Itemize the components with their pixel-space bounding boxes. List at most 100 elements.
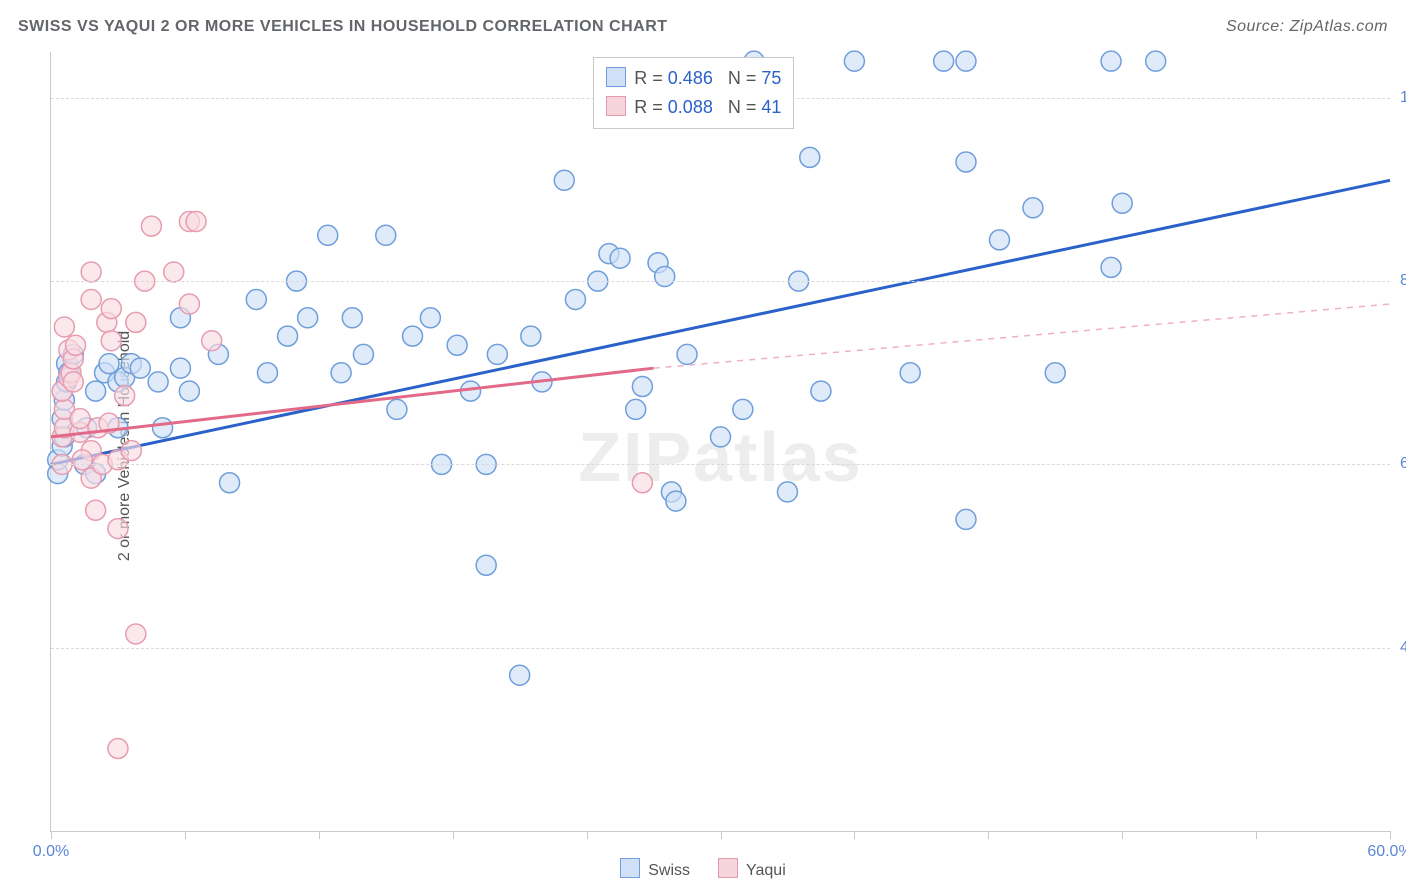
- scatter-point: [956, 51, 976, 71]
- legend-swatch: [606, 67, 626, 87]
- x-tick: [1390, 831, 1391, 839]
- scatter-point: [934, 51, 954, 71]
- scatter-point: [353, 344, 373, 364]
- y-tick-label: 40.0%: [1392, 639, 1406, 657]
- scatter-point: [956, 152, 976, 172]
- scatter-point: [342, 308, 362, 328]
- chart-title: SWISS VS YAQUI 2 OR MORE VEHICLES IN HOU…: [18, 18, 668, 36]
- plot-area: ZIPatlas 40.0%60.0%80.0%100.0%0.0%60.0%R…: [50, 52, 1390, 832]
- scatter-point: [677, 344, 697, 364]
- scatter-point: [447, 335, 467, 355]
- scatter-point: [186, 212, 206, 232]
- scatter-point: [811, 381, 831, 401]
- scatter-point: [126, 624, 146, 644]
- scatter-point: [257, 363, 277, 383]
- x-tick: [1122, 831, 1123, 839]
- x-tick: [319, 831, 320, 839]
- scatter-point: [510, 665, 530, 685]
- scatter-point: [54, 317, 74, 337]
- scatter-point: [63, 372, 83, 392]
- scatter-point: [331, 363, 351, 383]
- scatter-point: [1146, 51, 1166, 71]
- scatter-point: [1045, 363, 1065, 383]
- scatter-point: [777, 482, 797, 502]
- x-tick: [453, 831, 454, 839]
- scatter-point: [108, 739, 128, 759]
- correlation-chart: SWISS VS YAQUI 2 OR MORE VEHICLES IN HOU…: [0, 0, 1406, 892]
- scatter-point: [101, 331, 121, 351]
- gridline: [51, 281, 1390, 282]
- trendline: [51, 180, 1390, 464]
- scatter-point: [1101, 257, 1121, 277]
- scatter-point: [844, 51, 864, 71]
- legend-item: Swiss: [620, 858, 690, 880]
- stats-legend-row: R = 0.486 N = 75: [606, 64, 781, 93]
- scatter-point: [278, 326, 298, 346]
- scatter-point: [121, 441, 141, 461]
- scatter-point: [179, 294, 199, 314]
- scatter-point: [115, 386, 135, 406]
- r-value: 0.088: [668, 97, 713, 117]
- scatter-point: [900, 363, 920, 383]
- scatter-point: [956, 509, 976, 529]
- scatter-point: [655, 267, 675, 287]
- scatter-point: [1112, 193, 1132, 213]
- scatter-point: [81, 289, 101, 309]
- gridline: [51, 648, 1390, 649]
- scatter-svg: [51, 52, 1390, 831]
- scatter-point: [70, 409, 90, 429]
- scatter-point: [66, 335, 86, 355]
- scatter-point: [521, 326, 541, 346]
- legend-label: Swiss: [648, 862, 690, 879]
- scatter-point: [476, 555, 496, 575]
- legend-bottom: Swiss Yaqui: [0, 858, 1406, 880]
- r-value: 0.486: [668, 68, 713, 88]
- scatter-point: [108, 519, 128, 539]
- scatter-point: [610, 248, 630, 268]
- scatter-point: [246, 289, 266, 309]
- scatter-point: [318, 225, 338, 245]
- scatter-point: [220, 473, 240, 493]
- x-tick: [854, 831, 855, 839]
- x-tick: [51, 831, 52, 839]
- scatter-point: [86, 500, 106, 520]
- scatter-point: [170, 358, 190, 378]
- scatter-point: [101, 299, 121, 319]
- chart-source: Source: ZipAtlas.com: [1226, 18, 1388, 36]
- y-tick-label: 60.0%: [1392, 455, 1406, 473]
- scatter-point: [420, 308, 440, 328]
- scatter-point: [130, 358, 150, 378]
- x-tick: [1256, 831, 1257, 839]
- n-value: 75: [761, 68, 781, 88]
- scatter-point: [554, 170, 574, 190]
- scatter-point: [711, 427, 731, 447]
- scatter-point: [1101, 51, 1121, 71]
- scatter-point: [387, 399, 407, 419]
- legend-swatch: [620, 858, 640, 878]
- scatter-point: [86, 381, 106, 401]
- scatter-point: [81, 262, 101, 282]
- scatter-point: [99, 354, 119, 374]
- scatter-point: [179, 381, 199, 401]
- scatter-point: [403, 326, 423, 346]
- scatter-point: [376, 225, 396, 245]
- gridline: [51, 464, 1390, 465]
- stats-legend-row: R = 0.088 N = 41: [606, 93, 781, 122]
- stats-legend: R = 0.486 N = 75R = 0.088 N = 41: [593, 57, 794, 129]
- scatter-point: [153, 418, 173, 438]
- x-tick: [185, 831, 186, 839]
- scatter-point: [487, 344, 507, 364]
- legend-item: Yaqui: [718, 858, 786, 880]
- scatter-point: [632, 377, 652, 397]
- scatter-point: [148, 372, 168, 392]
- scatter-point: [126, 312, 146, 332]
- x-tick: [587, 831, 588, 839]
- legend-swatch: [718, 858, 738, 878]
- scatter-point: [626, 399, 646, 419]
- scatter-point: [632, 473, 652, 493]
- scatter-point: [164, 262, 184, 282]
- scatter-point: [298, 308, 318, 328]
- legend-label: Yaqui: [746, 862, 786, 879]
- legend-swatch: [606, 96, 626, 116]
- y-tick-label: 80.0%: [1392, 272, 1406, 290]
